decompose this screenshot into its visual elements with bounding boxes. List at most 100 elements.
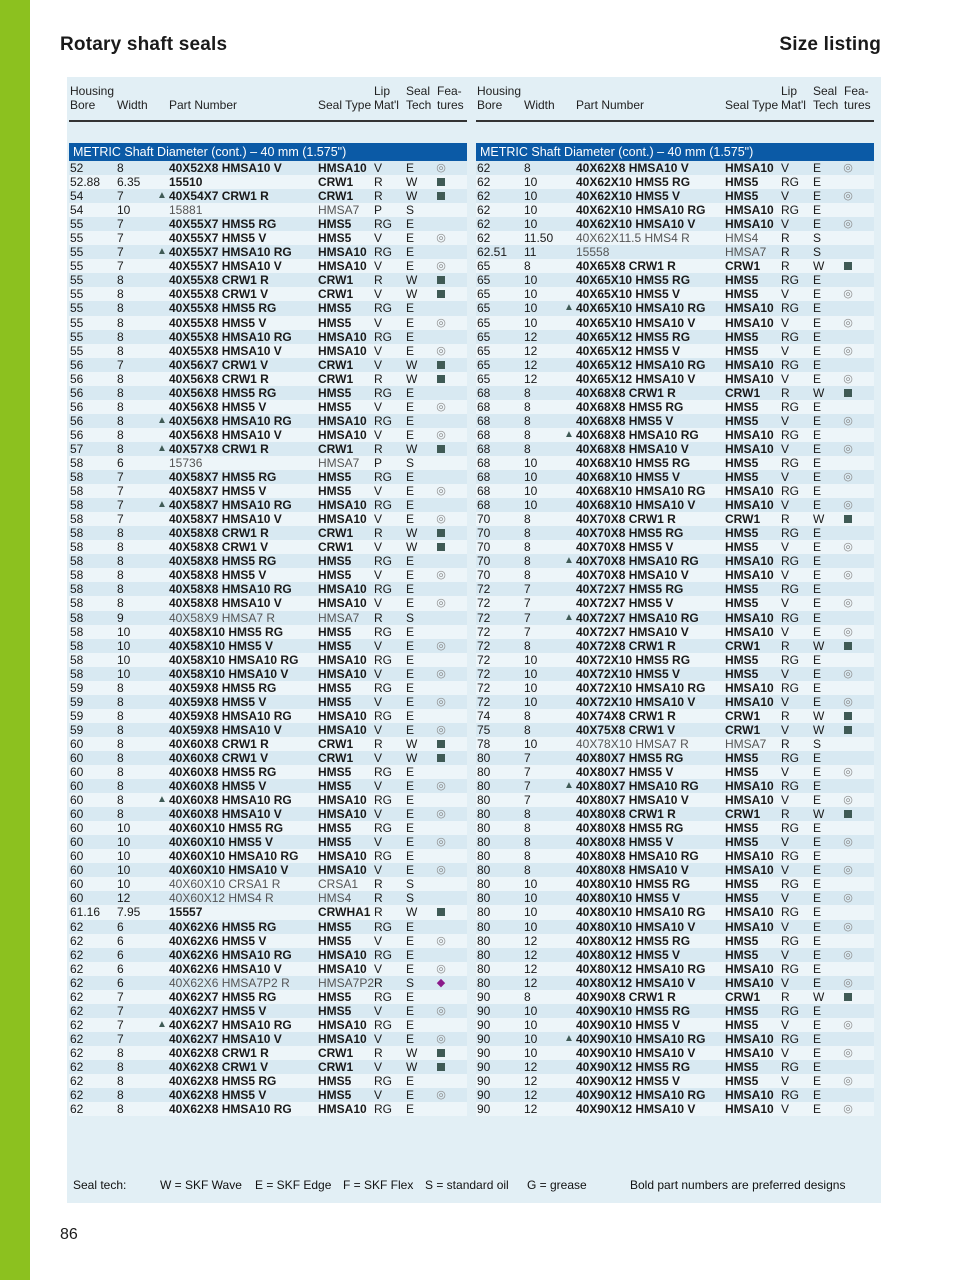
width-cell: 8 [117,750,124,765]
table-row: 58 10 40X58X10 HMS5 V HMS5 V E ◎ [69,638,467,653]
table-row: 62 8 40X62X8 CRW1 R CRW1 R W [69,1045,467,1060]
part-number-cell: 40X58X8 HMSA10 RG [169,582,292,597]
circle-feature-icon: ◎ [436,316,446,329]
part-number-cell: 40X72X10 HMS5 V [576,666,681,681]
seal-tech-cell: E [813,1074,822,1089]
width-cell: 10 [524,315,538,330]
bore-cell: 65 [477,371,491,386]
lip-material-cell: RG [781,582,799,597]
bore-cell: 54 [70,189,84,204]
lip-material-cell: RG [374,947,392,962]
lip-material-cell: R [374,273,383,288]
circle-feature-icon: ◎ [843,190,853,203]
seal-type-cell: HMSA10 [318,245,367,260]
part-number-cell: 40X72X7 HMS5 V [576,596,674,611]
seal-tech-cell: S [406,203,415,218]
seal-tech-cell: E [406,961,415,976]
width-cell: 10 [524,877,538,892]
lip-material-cell: V [781,1017,790,1032]
table-row: 65 12 40X65X12 HMSA10 RG HMSA10 RG E [476,357,874,372]
bore-cell: 72 [477,666,491,681]
triangle-marker-icon: ▲ [564,611,574,623]
seal-type-cell: HMSA10 [725,161,774,175]
seal-tech-cell: E [813,919,822,934]
part-number-cell: 40X80X12 HMS5 V [576,947,681,962]
width-cell: 8 [117,273,124,288]
bore-cell: 80 [477,933,491,948]
seal-tech-cell: W [813,638,825,653]
bore-cell: 72 [477,624,491,639]
table-row: 65 10 40X65X10 HMSA10 V HMSA10 V E ◎ [476,315,874,330]
bore-cell: 59 [70,680,84,695]
seal-type-cell: HMS5 [725,413,759,428]
width-cell: 12 [524,371,538,386]
lip-material-cell: RG [374,1102,392,1117]
width-cell: 8 [117,722,124,737]
part-number-cell: 40X56X8 HMS5 V [169,399,267,414]
seal-type-cell: HMSA10 [318,161,367,175]
table-row: 80 8 40X80X8 HMSA10 V HMSA10 V E ◎ [476,863,874,878]
table-row: 62 7 40X62X7 HMS5 RG HMS5 RG E [69,989,467,1004]
seal-type-cell: CRW1 [725,708,761,723]
width-cell: 7 [117,1003,124,1018]
circle-feature-icon: ◎ [436,569,446,582]
seal-type-cell: HMSA10 [318,582,367,597]
lip-material-cell: V [374,161,383,175]
seal-type-cell: HMS5 [725,399,759,414]
table-row: 62 10 40X62X10 HMS5 RG HMS5 RG E [476,175,874,190]
width-cell: 8 [524,413,531,428]
width-cell: 12 [524,961,538,976]
width-cell: 10 [524,680,538,695]
bore-cell: 65 [477,357,491,372]
bore-cell: 52 [70,161,84,175]
square-feature-icon [842,807,854,821]
width-cell: 8 [117,1088,124,1103]
seal-tech-cell: W [406,371,418,386]
width-cell: 8 [117,329,124,344]
seal-tech-cell: E [813,1060,822,1074]
part-number-cell: 40X58X7 HMSA10 RG [169,498,292,513]
lip-material-cell: V [781,217,790,232]
seal-type-cell: HMSA10 [725,919,774,934]
part-number-cell: 40X90X12 HMSA10 V [576,1102,696,1117]
page-title: Rotary shaft seals [60,34,228,55]
bore-cell: 80 [477,793,491,808]
seal-tech-cell: E [813,680,822,695]
table-row: 56 8 40X56X8 HMS5 V HMS5 V E ◎ [69,399,467,414]
width-cell: 7 [524,750,531,765]
triangle-marker-icon: ▲ [564,1032,574,1044]
bore-cell: 55 [70,217,84,232]
lip-material-cell: RG [374,919,392,934]
part-number-cell: 15881 [169,203,203,218]
part-number-cell: 40X80X7 HMS5 RG [576,750,684,765]
width-cell: 8 [117,399,124,414]
table-row: 62 8 40X62X8 CRW1 V CRW1 V W [69,1060,467,1075]
lip-material-cell: R [374,877,383,892]
square-feature-icon [435,273,447,287]
lip-material-cell: R [781,512,790,527]
lip-material-cell: RG [781,329,799,344]
seal-tech-cell: E [813,1045,822,1060]
seal-type-cell: HMS5 [318,385,352,400]
bore-cell: 70 [477,540,491,555]
width-cell: 12 [524,343,538,358]
lip-material-cell: V [781,161,790,175]
width-cell: 8 [524,835,531,850]
seal-tech-cell: E [813,1031,822,1046]
header-matl: Mat'l [781,98,806,112]
bore-cell: 56 [70,413,84,428]
brand-color-bar [0,0,30,1280]
bore-cell: 80 [477,849,491,864]
width-cell: 8 [117,287,124,302]
width-cell: 12 [524,1060,538,1074]
table-row: 72 10 40X72X10 HMSA10 RG HMSA10 RG E [476,680,874,695]
width-cell: 7 [524,624,531,639]
table-row: 78 10 40X78X10 HMSA7 R HMSA7 R S [476,736,874,751]
seal-type-cell: HMSA10 [725,849,774,864]
seal-type-cell: HMSA7 [318,203,360,218]
lip-material-cell: P [374,455,383,470]
bore-cell: 55 [70,287,84,302]
table-row: 56 7 40X56X7 CRW1 V CRW1 V W [69,357,467,372]
table-row: 72 10 40X72X10 HMS5 V HMS5 V E ◎ [476,666,874,681]
table-row: 90 12 40X90X12 HMS5 V HMS5 V E ◎ [476,1074,874,1089]
